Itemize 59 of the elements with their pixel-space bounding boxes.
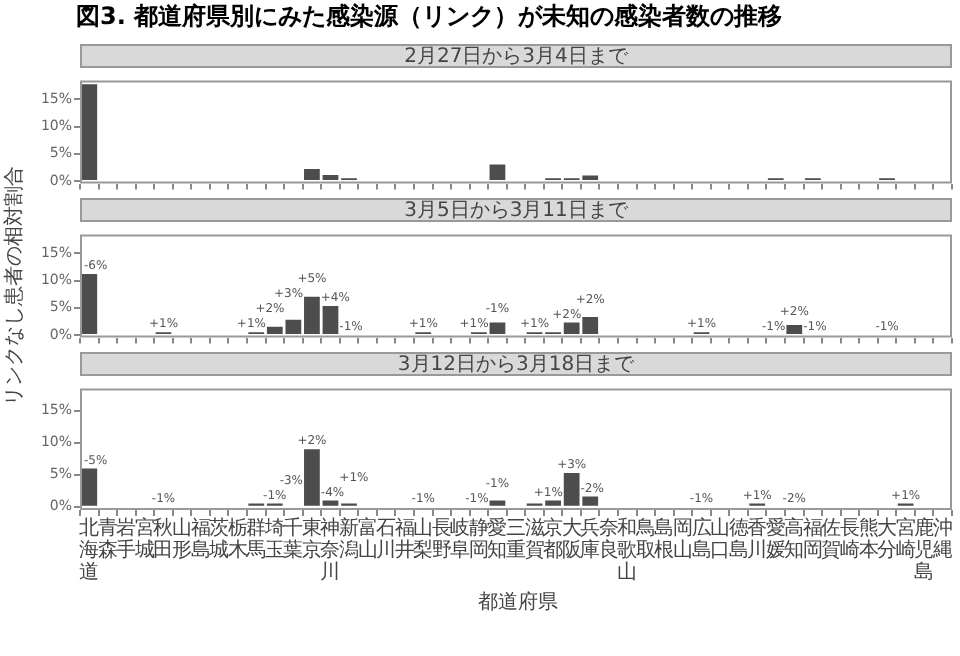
x-tick-label: 奈良	[598, 518, 619, 563]
bar	[489, 164, 506, 180]
x-tick-label: 福井	[394, 516, 415, 563]
x-tick-label: 兵庫	[580, 516, 601, 563]
x-tick-label: 徳島	[728, 518, 749, 563]
bar	[81, 274, 98, 334]
x-tick-label: 京都	[543, 516, 564, 563]
x-tick-label: 埼玉	[262, 516, 285, 563]
x-tick-label: 東京	[301, 516, 322, 563]
x-tick-label: 沖縄	[930, 516, 953, 563]
x-tick-label: 青森	[97, 516, 118, 563]
x-axis-title: 都道府県	[476, 589, 560, 616]
x-tick-label: 島根	[654, 516, 675, 563]
x-tick-label: 長崎	[839, 518, 860, 563]
x-tick-label: 富山	[357, 516, 378, 563]
x-tick-label: 滋賀	[524, 516, 545, 563]
x-tick-label: 愛知	[487, 516, 508, 563]
x-tick-label: 岩手	[116, 516, 137, 563]
x-tick-label: 高知	[784, 516, 805, 563]
x-tick-label: 鳥取	[633, 516, 656, 563]
x-tick-label: 北海道	[79, 516, 100, 585]
x-tick-label: 群馬	[244, 516, 267, 563]
x-tick-label: 千葉	[283, 516, 304, 563]
x-tick-label: 宮城	[132, 516, 155, 563]
y-axis-title: リンクなし患者の相対割合	[1, 166, 28, 406]
x-tick-label: 福岡	[802, 516, 823, 563]
x-tick-label: 愛媛	[765, 516, 786, 563]
x-tick-label: 和歌山	[617, 516, 638, 585]
x-tick-label: 神奈川	[320, 516, 341, 585]
chart-subtitle: 3月5日から3月11日まで	[80, 198, 952, 222]
chart-title: 図3. 都道府県別にみた感染源（リンク）が未知の感染者数の推移	[76, 0, 783, 34]
x-tick-label: 大阪	[561, 516, 582, 563]
x-tick-label: 山形	[172, 516, 193, 563]
x-tick-label: 佐賀	[821, 518, 842, 563]
x-tick-label: 秋田	[153, 516, 174, 563]
x-tick-label: 岐阜	[450, 516, 471, 563]
x-tick-label: 山梨	[413, 516, 434, 563]
x-tick-label: 栃木	[227, 516, 248, 563]
bar	[786, 325, 803, 334]
x-tick-label: 大分	[877, 516, 898, 563]
x-tick-label: 岡山	[672, 518, 693, 563]
x-tick-label: 香川	[747, 516, 768, 563]
chart-subtitle: 2月27日から3月4日まで	[80, 44, 952, 68]
x-tick-label: 茨城	[207, 516, 230, 563]
x-tick-label: 新潟	[339, 516, 360, 563]
x-tick-label: 宮崎	[895, 516, 916, 563]
x-tick-label: 鹿児島	[914, 516, 935, 585]
x-tick-label: 福島	[190, 516, 211, 563]
x-tick-label: 静岡	[468, 516, 489, 563]
x-tick-label: 熊本	[858, 516, 879, 563]
x-tick-label: 石川	[376, 518, 397, 563]
x-tick-label: 山口	[710, 516, 731, 563]
bar	[81, 84, 98, 180]
bar	[489, 500, 506, 506]
x-tick-label: 三重	[506, 518, 526, 563]
x-tick-label: 広島	[691, 516, 712, 563]
x-tick-label: 長野	[431, 518, 452, 563]
bar	[81, 468, 98, 506]
chart-subtitle: 3月12日から3月18日まで	[80, 352, 952, 376]
